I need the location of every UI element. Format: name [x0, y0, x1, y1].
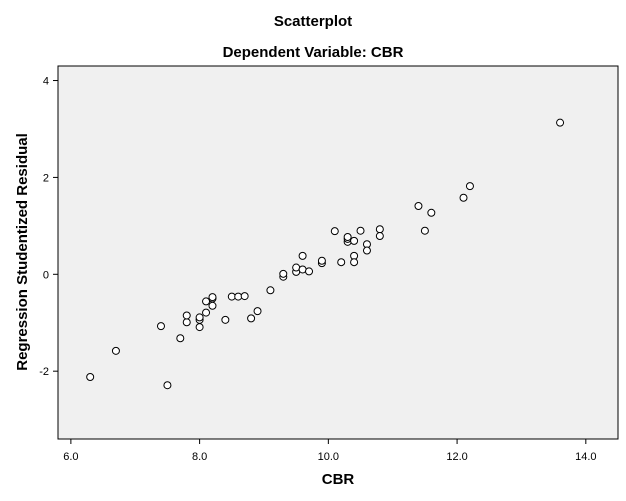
- data-point: [343, 232, 352, 241]
- data-point: [298, 265, 307, 274]
- plot-area: [57, 65, 619, 440]
- x-axis: 6.0 8.0 10.0 12.0 14.0: [63, 439, 597, 463]
- x-tick-label: 6.0: [63, 451, 78, 463]
- data-point: [195, 313, 204, 322]
- y-tick-label: 2: [43, 172, 49, 184]
- data-point: [182, 311, 191, 320]
- data-point: [111, 346, 120, 355]
- data-point: [86, 372, 95, 381]
- y-tick-label: -2: [39, 366, 49, 378]
- data-point: [337, 258, 346, 267]
- data-point: [279, 269, 288, 278]
- data-point: [202, 308, 211, 317]
- chart-title: Scatterplot: [273, 13, 353, 30]
- data-point: [195, 323, 204, 332]
- data-point: [176, 334, 185, 343]
- data-point: [356, 226, 365, 235]
- data-point: [156, 322, 165, 331]
- x-tick-label: 14.0: [575, 451, 596, 463]
- data-point: [375, 232, 384, 241]
- data-point: [375, 225, 384, 234]
- data-point: [305, 267, 314, 276]
- data-point: [182, 318, 191, 327]
- data-point: [362, 246, 371, 255]
- x-axis-label: CBR: [322, 471, 355, 488]
- data-point: [427, 208, 436, 217]
- y-tick-label: 4: [43, 76, 49, 88]
- chart-subtitle: Dependent Variable: CBR: [222, 44, 404, 61]
- data-point: [234, 292, 243, 301]
- x-tick-label: 12.0: [446, 451, 467, 463]
- data-point: [465, 182, 474, 191]
- x-tick-label: 10.0: [318, 451, 339, 463]
- data-point: [202, 297, 211, 306]
- data-point: [350, 258, 359, 267]
- x-tick-label: 8.0: [192, 451, 207, 463]
- data-point: [556, 118, 565, 127]
- y-axis: -2 0 2 4: [39, 76, 58, 378]
- data-point: [298, 251, 307, 260]
- data-point: [420, 226, 429, 235]
- data-point: [330, 227, 339, 236]
- data-point: [240, 292, 249, 301]
- data-points: [86, 118, 565, 390]
- data-point: [459, 193, 468, 202]
- data-point: [163, 381, 172, 390]
- data-point: [208, 301, 217, 310]
- y-tick-label: 0: [43, 269, 49, 281]
- y-axis-label: Regression Studentized Residual: [14, 133, 31, 371]
- data-point: [221, 315, 230, 324]
- data-point: [292, 263, 301, 272]
- data-point: [253, 307, 262, 316]
- data-point: [208, 293, 217, 302]
- data-point: [247, 314, 256, 323]
- data-point: [317, 256, 326, 265]
- data-point: [414, 201, 423, 210]
- data-point: [266, 286, 275, 295]
- data-point: [350, 236, 359, 245]
